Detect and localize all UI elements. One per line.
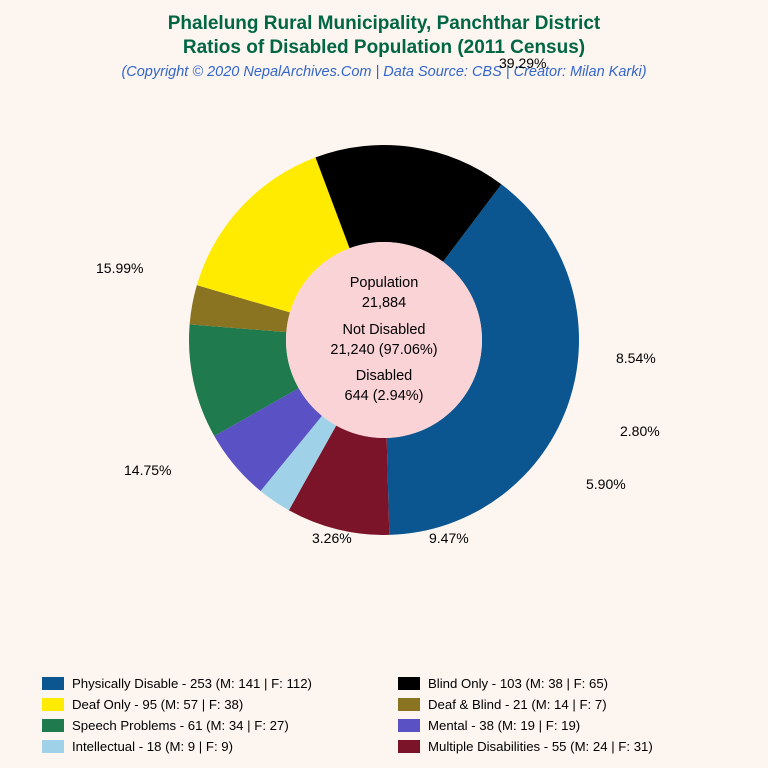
center-disabled-value: 644 (2.94%) xyxy=(294,387,474,407)
legend-swatch xyxy=(42,719,64,732)
legend-label: Physically Disable - 253 (M: 141 | F: 11… xyxy=(72,676,312,691)
legend-item: Physically Disable - 253 (M: 141 | F: 11… xyxy=(42,676,370,691)
center-population-label: Population xyxy=(294,273,474,293)
slice-label: 3.26% xyxy=(312,530,352,546)
donut-chart: Population 21,884 Not Disabled 21,240 (9… xyxy=(104,60,664,620)
legend-item: Blind Only - 103 (M: 38 | F: 65) xyxy=(398,676,726,691)
legend-label: Deaf Only - 95 (M: 57 | F: 38) xyxy=(72,697,243,712)
legend-swatch xyxy=(42,698,64,711)
legend-swatch xyxy=(42,740,64,753)
slice-label: 15.99% xyxy=(96,260,143,276)
center-summary: Population 21,884 Not Disabled 21,240 (9… xyxy=(294,267,474,413)
legend-item: Speech Problems - 61 (M: 34 | F: 27) xyxy=(42,718,370,733)
legend-label: Multiple Disabilities - 55 (M: 24 | F: 3… xyxy=(428,739,653,754)
center-disabled-label: Disabled xyxy=(294,366,474,386)
legend-swatch xyxy=(398,719,420,732)
legend-label: Deaf & Blind - 21 (M: 14 | F: 7) xyxy=(428,697,607,712)
legend-swatch xyxy=(398,677,420,690)
slice-label: 9.47% xyxy=(429,530,469,546)
legend-item: Intellectual - 18 (M: 9 | F: 9) xyxy=(42,739,370,754)
legend-label: Speech Problems - 61 (M: 34 | F: 27) xyxy=(72,718,289,733)
legend-swatch xyxy=(398,698,420,711)
legend-item: Deaf Only - 95 (M: 57 | F: 38) xyxy=(42,697,370,712)
legend-item: Mental - 38 (M: 19 | F: 19) xyxy=(398,718,726,733)
legend-label: Mental - 38 (M: 19 | F: 19) xyxy=(428,718,580,733)
legend-swatch xyxy=(42,677,64,690)
legend-label: Blind Only - 103 (M: 38 | F: 65) xyxy=(428,676,608,691)
legend-label: Intellectual - 18 (M: 9 | F: 9) xyxy=(72,739,233,754)
slice-label: 39.29% xyxy=(499,55,546,71)
slice-label: 5.90% xyxy=(586,476,626,492)
title-line1: Phalelung Rural Municipality, Panchthar … xyxy=(0,12,768,36)
slice-label: 14.75% xyxy=(124,462,171,478)
legend-item: Multiple Disabilities - 55 (M: 24 | F: 3… xyxy=(398,739,726,754)
legend: Physically Disable - 253 (M: 141 | F: 11… xyxy=(42,676,726,754)
center-notdisabled-label: Not Disabled xyxy=(294,320,474,340)
legend-item: Deaf & Blind - 21 (M: 14 | F: 7) xyxy=(398,697,726,712)
center-notdisabled-value: 21,240 (97.06%) xyxy=(294,340,474,360)
slice-label: 2.80% xyxy=(620,423,660,439)
title-line2: Ratios of Disabled Population (2011 Cens… xyxy=(0,36,768,60)
legend-swatch xyxy=(398,740,420,753)
center-population-value: 21,884 xyxy=(294,293,474,313)
slice-label: 8.54% xyxy=(616,350,656,366)
